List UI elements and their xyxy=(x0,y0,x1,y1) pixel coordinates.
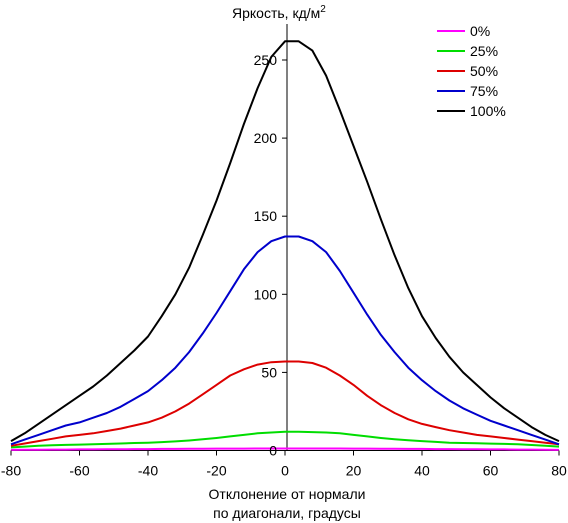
x-tick-label: 20 xyxy=(346,463,362,479)
y-tick-label: 150 xyxy=(254,208,278,224)
series-layer xyxy=(10,40,560,451)
x-tick-label: -60 xyxy=(69,463,89,479)
legend-label: 25% xyxy=(470,43,498,59)
x-tick-label: 80 xyxy=(551,463,567,479)
x-tick-label: 0 xyxy=(281,463,289,479)
x-tick-label: 60 xyxy=(483,463,499,479)
legend: 0% 25% 50% 75% 100% xyxy=(437,23,506,119)
x-tick-label: -20 xyxy=(206,463,226,479)
x-tick-label: -80 xyxy=(1,463,21,479)
x-tick-label: -40 xyxy=(138,463,158,479)
series-line-75pct xyxy=(10,235,560,446)
y-axis-ticks: 0 50 100 150 200 250 xyxy=(254,52,287,459)
y-tick-label: 0 xyxy=(269,443,277,459)
x-axis-label-line-1: Отклонение от нормали xyxy=(209,486,366,502)
y-axis-label: Яркость, кд/м2 xyxy=(232,4,326,21)
y-tick-label: 50 xyxy=(261,364,277,380)
y-tick-label: 250 xyxy=(254,52,278,68)
x-axis-ticks: -80 -60 -40 -20 0 20 40 60 80 xyxy=(1,450,567,479)
y-axis-label-text: Яркость, кд/м xyxy=(232,5,320,21)
series-line-50pct xyxy=(10,360,560,447)
y-tick-label: 100 xyxy=(254,286,278,302)
y-axis-label-superscript: 2 xyxy=(320,4,326,15)
legend-label: 50% xyxy=(470,63,498,79)
x-axis-label-line-2: по диагонали, градусы xyxy=(213,505,361,521)
series-line-0pct xyxy=(10,447,560,451)
legend-label: 0% xyxy=(470,23,490,39)
series-line-100pct xyxy=(10,40,560,443)
y-tick-label: 200 xyxy=(254,130,278,146)
x-tick-label: 40 xyxy=(414,463,430,479)
legend-label: 100% xyxy=(470,103,506,119)
series-line-25pct xyxy=(10,430,560,449)
legend-label: 75% xyxy=(470,83,498,99)
